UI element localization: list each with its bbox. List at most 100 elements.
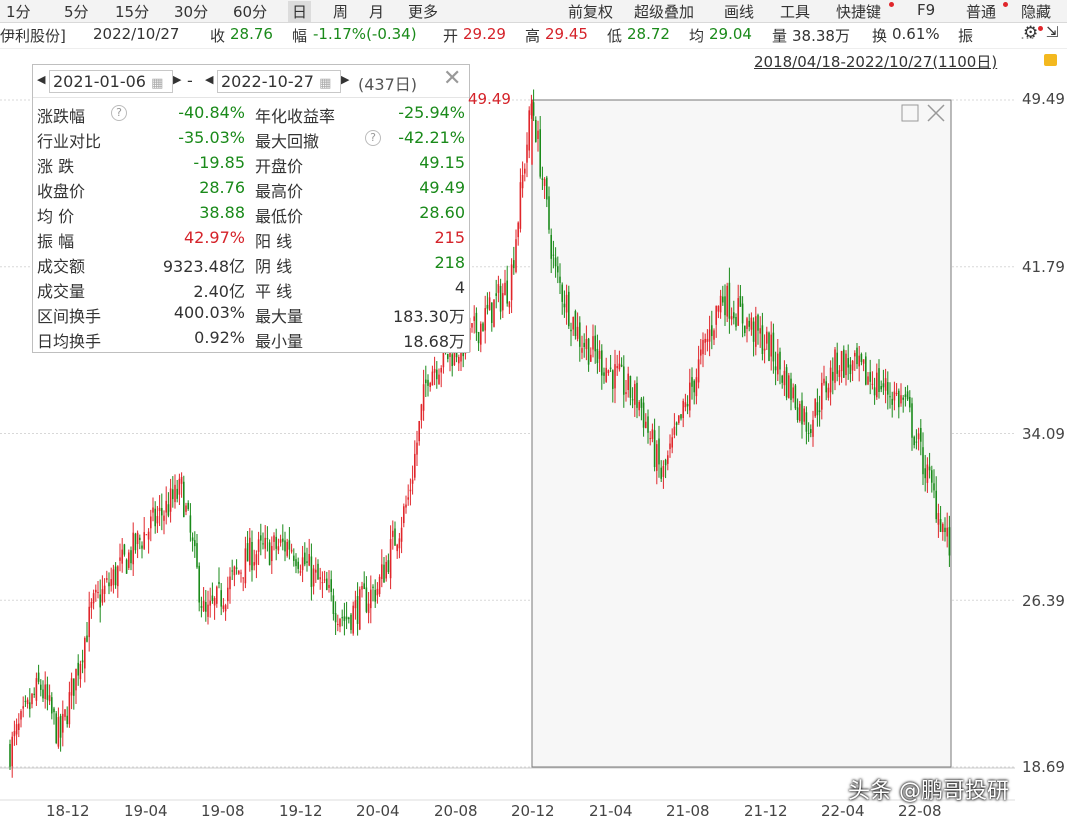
candle-body bbox=[260, 535, 262, 541]
period-month[interactable]: 月 bbox=[369, 3, 385, 21]
lock-icon[interactable] bbox=[1044, 54, 1057, 66]
candle-body bbox=[823, 378, 825, 384]
stat-label: 最低价 bbox=[255, 207, 304, 226]
candle-body bbox=[191, 537, 194, 541]
candle-body bbox=[306, 561, 308, 563]
help-icon[interactable]: ? bbox=[365, 130, 381, 146]
change-value: -1.17%(-0.34) bbox=[313, 25, 417, 43]
overlay-button[interactable]: 超级叠加 bbox=[634, 3, 695, 21]
candle-body bbox=[539, 129, 541, 177]
close-icon[interactable]: ✕ bbox=[443, 66, 462, 91]
candle-body bbox=[48, 695, 51, 702]
candle-body bbox=[647, 416, 649, 433]
candle-body bbox=[240, 572, 242, 574]
hide-button[interactable]: 隐藏 bbox=[1021, 3, 1052, 21]
period-15min[interactable]: 15分 bbox=[115, 3, 150, 21]
candle-body bbox=[323, 579, 326, 581]
candle-body bbox=[51, 697, 53, 714]
candle-body bbox=[933, 483, 935, 491]
candle-body bbox=[24, 700, 27, 702]
candle-body bbox=[128, 552, 130, 568]
candle-body bbox=[112, 569, 115, 586]
adjust-button[interactable]: 前复权 bbox=[568, 3, 614, 21]
candle-body bbox=[249, 537, 251, 566]
turnover-value: 0.61% bbox=[892, 25, 940, 43]
candle-body bbox=[937, 513, 940, 525]
end-date-input[interactable]: 2022-10-27 ▦ bbox=[217, 70, 341, 93]
candle-body bbox=[794, 385, 797, 409]
tools-button[interactable]: 工具 bbox=[780, 3, 811, 21]
candle-body bbox=[948, 527, 951, 556]
candle-body bbox=[92, 593, 95, 604]
period-30min[interactable]: 30分 bbox=[174, 3, 209, 21]
candle-body bbox=[486, 304, 489, 309]
candle-body bbox=[838, 370, 841, 377]
candle-body bbox=[312, 568, 315, 587]
stat-label: 涨跌幅 bbox=[37, 107, 86, 126]
period-day[interactable]: 日 bbox=[288, 1, 312, 22]
shortcut-button[interactable]: 快捷键 bbox=[836, 3, 882, 21]
candle-body bbox=[836, 352, 838, 374]
stat-label: 阳 线 bbox=[255, 232, 293, 251]
candle-body bbox=[735, 316, 737, 327]
share-icon[interactable]: ⇲ bbox=[1046, 23, 1059, 41]
more-dots-icon[interactable]: … bbox=[1020, 25, 1035, 43]
candle-body bbox=[13, 731, 16, 737]
stat-value: 0.92% bbox=[194, 328, 245, 347]
days-count: (437日) bbox=[358, 75, 418, 94]
candle-body bbox=[205, 601, 207, 612]
next-date-arrow-icon[interactable]: ▶ bbox=[341, 73, 350, 86]
candle-body bbox=[224, 605, 227, 612]
stats-row: 收盘价 28.76 最高价 49.49 bbox=[33, 178, 469, 203]
candle-body bbox=[697, 359, 700, 383]
interval-stats-panel: ◀ 2021-01-06 ▦ ▶ - ◀ 2022-10-27 ▦ ▶ (437… bbox=[32, 64, 470, 353]
candle-body bbox=[554, 257, 557, 267]
normal-mode-button[interactable]: 普通 bbox=[966, 3, 997, 21]
candle-body bbox=[627, 373, 629, 391]
candle-body bbox=[409, 489, 412, 492]
period-60min[interactable]: 60分 bbox=[233, 3, 268, 21]
gear-icon[interactable]: ⚙ bbox=[1023, 23, 1039, 43]
candle-body bbox=[150, 516, 152, 529]
candle-body bbox=[616, 366, 618, 369]
stat-value: 4 bbox=[454, 278, 465, 297]
candle-body bbox=[433, 368, 436, 373]
candle-body bbox=[849, 364, 852, 375]
candle-body bbox=[381, 564, 383, 579]
calendar-icon[interactable]: ▦ bbox=[151, 76, 164, 91]
f9-button[interactable]: F9 bbox=[917, 1, 936, 19]
period-more[interactable]: 更多 bbox=[408, 3, 439, 21]
candle-body bbox=[942, 523, 944, 533]
help-icon[interactable]: ? bbox=[111, 105, 127, 121]
candle-body bbox=[20, 711, 22, 720]
candle-body bbox=[867, 376, 869, 385]
period-5min[interactable]: 5分 bbox=[64, 3, 89, 21]
start-date-input[interactable]: 2021-01-06 ▦ bbox=[49, 70, 173, 93]
period-week[interactable]: 周 bbox=[333, 3, 349, 21]
candle-body bbox=[242, 577, 244, 579]
prev-date-arrow-icon[interactable]: ◀ bbox=[205, 73, 214, 86]
candle-body bbox=[425, 379, 427, 384]
candle-body bbox=[579, 322, 581, 347]
candle-body bbox=[163, 515, 165, 521]
prev-date-arrow-icon[interactable]: ◀ bbox=[37, 73, 46, 86]
range-link[interactable]: 2018/04/18-2022/10/27(1100日) bbox=[754, 53, 998, 71]
period-1min[interactable]: 1分 bbox=[6, 3, 31, 21]
calendar-icon[interactable]: ▦ bbox=[319, 76, 332, 91]
open-value: 29.29 bbox=[463, 25, 506, 43]
candle-body bbox=[561, 284, 563, 302]
candle-body bbox=[537, 130, 539, 139]
candle-body bbox=[253, 562, 255, 566]
candle-body bbox=[917, 433, 920, 440]
candle-body bbox=[510, 264, 513, 301]
stats-row: 成交额 9323.48亿阴 线 218 bbox=[33, 253, 469, 278]
candle-body bbox=[563, 303, 566, 308]
draw-line-button[interactable]: 画线 bbox=[724, 3, 755, 21]
candle-body bbox=[431, 371, 434, 386]
next-date-arrow-icon[interactable]: ▶ bbox=[173, 73, 182, 86]
candle-body bbox=[372, 586, 374, 588]
candle-body bbox=[194, 540, 196, 547]
candle-body bbox=[880, 386, 882, 390]
candle-body bbox=[675, 422, 678, 426]
candle-body bbox=[95, 589, 97, 593]
